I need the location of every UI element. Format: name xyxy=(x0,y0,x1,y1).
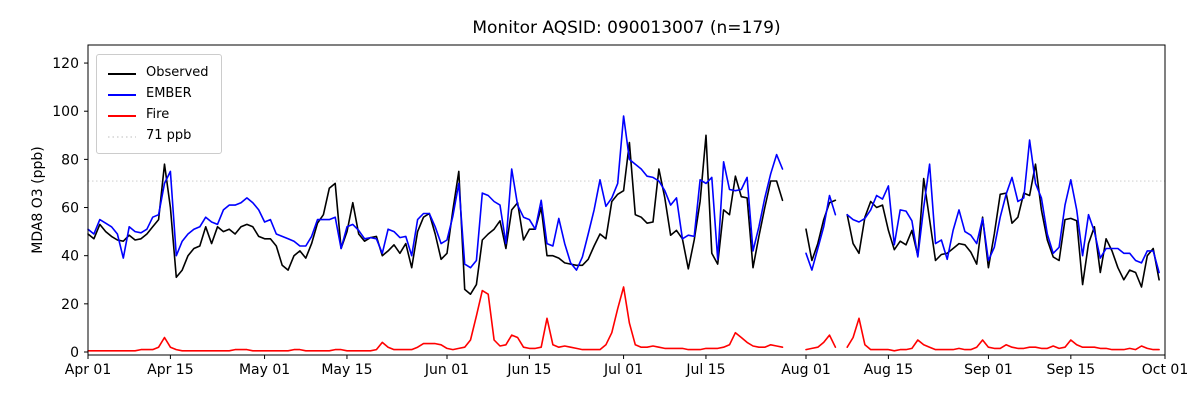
legend-label: 71 ppb xyxy=(146,128,192,143)
threshold-line-swatch xyxy=(107,129,137,143)
legend-item-ember: EMBER xyxy=(107,83,209,104)
y-tick-label: 80 xyxy=(61,152,79,168)
y-tick-label: 40 xyxy=(61,249,79,265)
x-tick-label: May 01 xyxy=(239,362,290,378)
series-observed-line xyxy=(87,134,1160,295)
x-tick-label: May 15 xyxy=(321,362,372,378)
legend-item-threshold: 71 ppb xyxy=(107,125,209,146)
observed-line-swatch xyxy=(107,66,137,80)
x-tick-label: Aug 01 xyxy=(781,362,831,378)
legend-item-observed: Observed xyxy=(107,62,209,83)
x-tick-label: Jul 15 xyxy=(685,362,725,378)
x-tick-label: Oct 01 xyxy=(1142,362,1188,378)
x-tick-label: Sep 15 xyxy=(1047,362,1096,378)
legend-label: Observed xyxy=(146,65,209,80)
x-tick-label: Jul 01 xyxy=(603,362,643,378)
series-ember-line xyxy=(87,115,1160,274)
legend-item-fire: Fire xyxy=(107,104,209,125)
x-tick-label: Apr 15 xyxy=(147,362,193,378)
x-tick-label: Jun 01 xyxy=(424,362,469,378)
fire-line-swatch xyxy=(107,108,137,122)
series-fire-line xyxy=(87,286,1160,352)
y-axis-label: MDA8 O3 (ppb) xyxy=(30,146,46,254)
y-tick-label: 120 xyxy=(52,56,79,72)
x-tick-label: Sep 01 xyxy=(964,362,1013,378)
legend-label: Fire xyxy=(146,107,170,122)
x-tick-label: Jun 15 xyxy=(506,362,551,378)
x-tick-label: Apr 01 xyxy=(65,362,111,378)
y-tick-label: 100 xyxy=(52,104,79,120)
ember-line-swatch xyxy=(107,87,137,101)
y-tick-label: 20 xyxy=(61,297,79,313)
y-tick-label: 60 xyxy=(61,201,79,217)
plot-border xyxy=(87,44,1166,356)
chart-title: Monitor AQSID: 090013007 (n=179) xyxy=(472,18,781,38)
legend-label: EMBER xyxy=(146,86,192,101)
legend: Observed EMBER Fire 71 ppb xyxy=(96,54,222,154)
x-tick-label: Aug 15 xyxy=(864,362,914,378)
y-tick-label: 0 xyxy=(70,345,79,361)
